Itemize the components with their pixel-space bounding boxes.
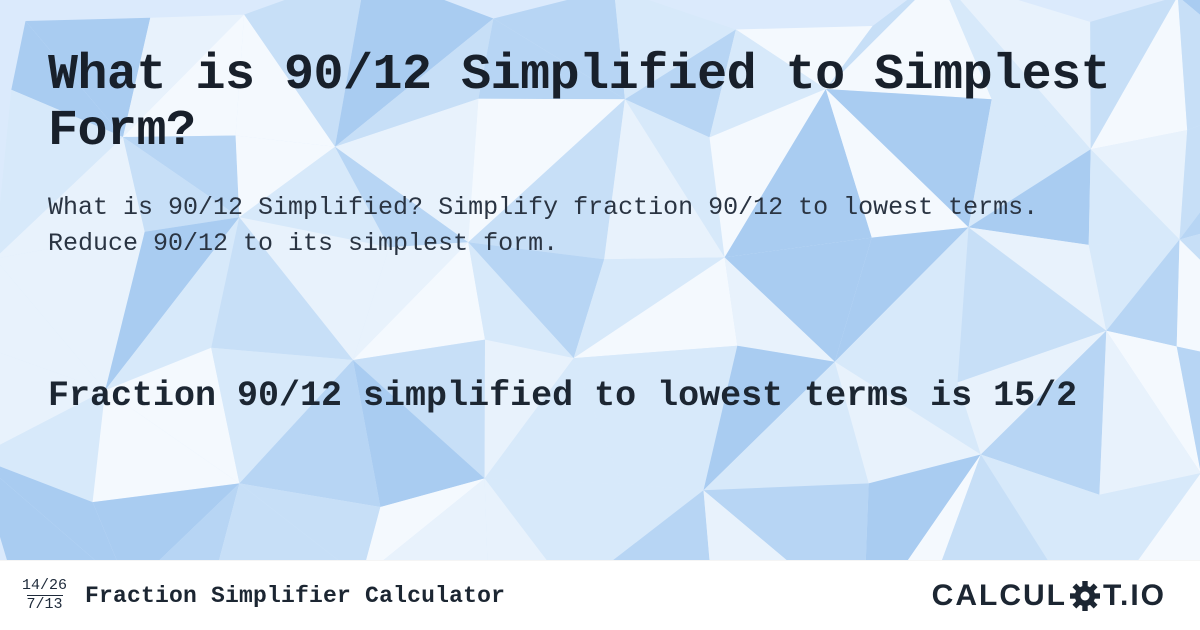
footer-left: 14/26 7/13 Fraction Simplifier Calculato… [22, 576, 505, 615]
fraction-logo-top: 14/26 [22, 578, 67, 594]
main-content: What is 90/12 Simplified to Simplest For… [0, 0, 1200, 630]
footer-title: Fraction Simplifier Calculator [85, 583, 505, 609]
fraction-logo-bottom: 7/13 [27, 595, 63, 613]
page-subtitle: What is 90/12 Simplified? Simplify fract… [48, 190, 1128, 263]
brand-text-left: CALCUL [932, 579, 1067, 613]
fraction-logo-icon: 14/26 7/13 [22, 576, 67, 615]
footer-bar: 14/26 7/13 Fraction Simplifier Calculato… [0, 560, 1200, 630]
gear-icon [1070, 581, 1100, 611]
answer-text: Fraction 90/12 simplified to lowest term… [48, 373, 1148, 420]
brand-logo: CALCUL [932, 579, 1166, 613]
brand-text-right: T.IO [1103, 579, 1166, 613]
page-title: What is 90/12 Simplified to Simplest For… [48, 48, 1152, 160]
